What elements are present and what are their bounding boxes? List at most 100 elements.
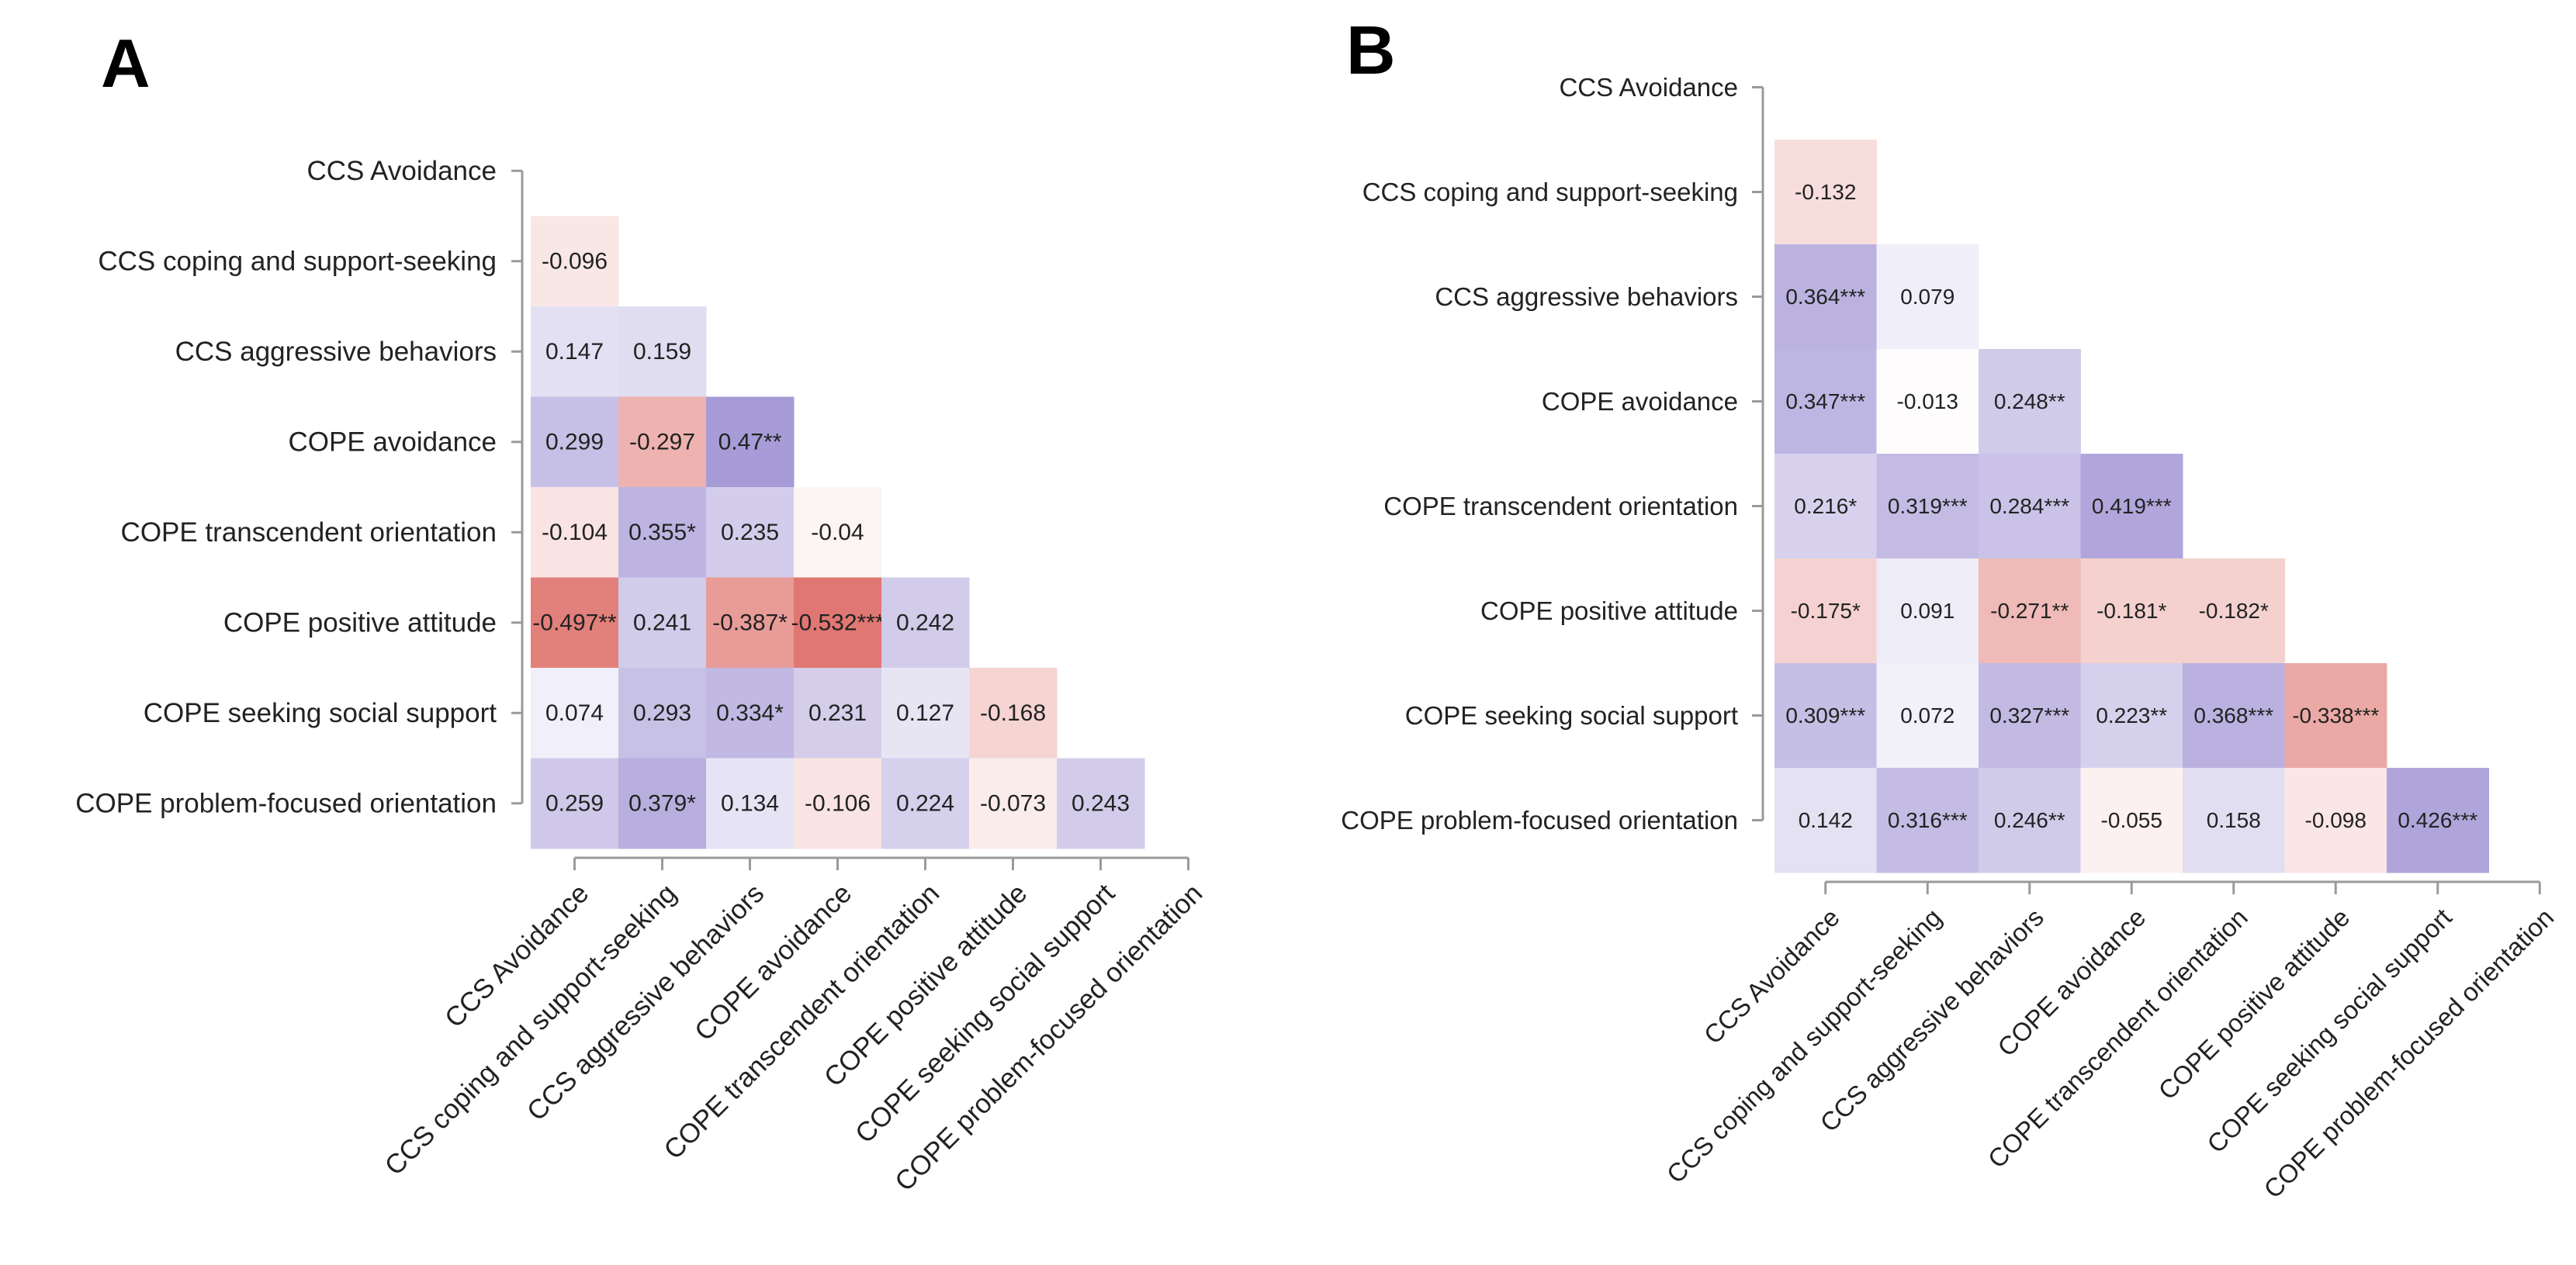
cell-value: 0.347*** [1785,389,1865,413]
heatmap-cell: 0.379* [618,758,707,849]
heatmap-cell: -0.271** [1979,558,2081,664]
cell-fill [1876,558,1979,664]
heatmap-cell: 0.327*** [1979,663,2081,769]
heatmap-cell: -0.132 [1774,140,1877,245]
cell-fill [2080,558,2183,664]
cell-fill [1876,663,1979,769]
cell-value: 0.334* [716,700,784,726]
cell-value: 0.355* [628,520,696,545]
cell-fill [1979,558,2081,664]
heatmap-cell: -0.055 [2080,768,2183,873]
cell-fill [531,668,619,759]
cell-value: 0.364*** [1785,285,1865,309]
heatmap-cell: -0.106 [794,758,882,849]
cell-value: 0.379* [628,790,696,816]
heatmap-cell: -0.073 [969,758,1058,849]
cell-value: 0.243 [1072,790,1130,816]
heatmap-cell: 0.355* [618,487,707,578]
heatmap-cell: 0.231 [794,668,882,759]
cell-fill [1979,454,2081,559]
cell-value: 0.158 [2207,808,2261,832]
cell-fill [1979,663,2081,769]
cell-fill [1774,454,1877,559]
heatmap-cell: -0.387* [706,577,795,669]
y-tick-label: CCS Avoidance [1559,73,1738,102]
cell-value: 0.47** [718,429,782,455]
heatmap-cell: 0.364*** [1774,244,1877,350]
cell-value: 0.426*** [2398,808,2477,832]
cell-value: -0.106 [805,790,871,816]
cell-fill [1876,349,1979,455]
cell-value: 0.259 [545,790,604,816]
y-tick-label: COPE problem-focused orientation [75,788,497,818]
cell-value: -0.055 [2101,808,2162,832]
heatmap-cell: -0.04 [794,487,882,578]
heatmap-cell: -0.297 [618,396,707,488]
cell-value: -0.271** [1990,599,2069,623]
y-tick-label: CCS aggressive behaviors [1435,282,1738,311]
cell-value: 0.224 [896,790,954,816]
y-tick-label: COPE avoidance [1542,387,1738,416]
heatmap-cell: 0.426*** [2387,768,2489,873]
heatmap-cell: -0.096 [531,216,619,307]
cell-fill [618,487,707,578]
y-tick-label: COPE seeking social support [144,698,497,728]
cell-fill [1774,558,1877,664]
heatmap-cell: 0.309*** [1774,663,1877,769]
heatmap-cell: 0.259 [531,758,619,849]
cell-fill [1774,244,1877,350]
cell-value: 0.216* [1794,494,1857,518]
heatmap-cell: -0.338*** [2284,663,2387,769]
heatmap-cell: 0.299 [531,396,619,488]
x-tick-label: COPE problem-focused orientation [889,878,1208,1197]
cell-value: 0.134 [721,790,779,816]
heatmap-cell: -0.181* [2080,558,2183,664]
y-tick-label: CCS coping and support-seeking [1362,178,1738,206]
cell-fill [706,396,795,488]
heatmap-cell: -0.098 [2284,768,2387,873]
heatmap-cell: 0.246** [1979,768,2081,873]
heatmap-cell: 0.134 [706,758,795,849]
heatmap-cell: 0.235 [706,487,795,578]
cell-value: -0.013 [1897,389,1958,413]
cell-fill [2183,768,2285,873]
cell-fill [2183,663,2285,769]
cell-value: 0.309*** [1785,703,1865,728]
heatmap-cell: 0.419*** [2080,454,2183,559]
heatmap-cell: 0.142 [1774,768,1877,873]
cell-fill [531,396,619,488]
cell-fill [794,668,882,759]
cell-value: -0.181* [2096,599,2166,623]
y-tick-label: CCS Avoidance [306,156,497,186]
cell-value: 0.079 [1900,285,1955,309]
cell-fill [2387,768,2489,873]
cell-value: 0.316*** [1888,808,1968,832]
cell-fill [794,758,882,849]
cell-fill [531,758,619,849]
y-tick-label: COPE positive attitude [1480,596,1738,625]
cell-value: 0.327*** [1989,703,2069,728]
heatmap-cell: 0.072 [1876,663,1979,769]
cell-fill [2284,663,2387,769]
cell-fill [1774,140,1877,245]
cell-fill [1979,768,2081,873]
cell-value: 0.223** [2096,703,2167,728]
cell-fill [1876,454,1979,559]
cell-value: -0.073 [980,790,1046,816]
cell-fill [706,668,795,759]
cell-fill [2080,663,2183,769]
heatmap-cell: 0.319*** [1876,454,1979,559]
panel-label: A [101,25,151,102]
cell-fill [1979,349,2081,455]
cell-value: -0.297 [629,429,695,455]
cell-fill [1057,758,1145,849]
cell-fill [618,306,707,397]
cell-fill [2080,768,2183,873]
cell-fill [969,758,1058,849]
cell-fill [2284,768,2387,873]
cell-fill [1774,663,1877,769]
cell-fill [1774,349,1877,455]
heatmap-cell: 0.316*** [1876,768,1979,873]
